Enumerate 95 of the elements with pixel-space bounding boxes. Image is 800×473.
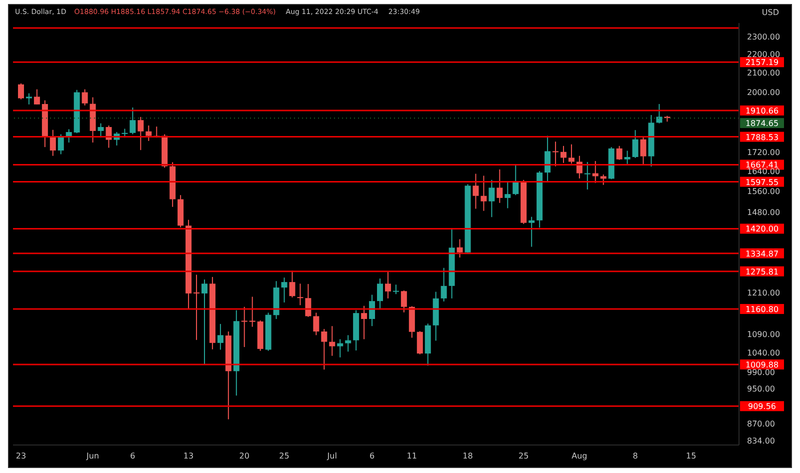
candlestick bbox=[321, 328, 328, 370]
candlestick bbox=[584, 161, 590, 190]
y-tick-label: 950.00 bbox=[747, 384, 775, 394]
x-tick-label: 20 bbox=[239, 452, 250, 461]
ref-line-label: 1334.87 bbox=[745, 249, 779, 258]
candlestick bbox=[297, 283, 304, 306]
candlestick bbox=[98, 122, 104, 138]
candlestick bbox=[106, 125, 112, 148]
candlestick bbox=[512, 164, 519, 196]
y-tick-label: 2300.00 bbox=[747, 32, 780, 42]
candlestick bbox=[576, 155, 582, 179]
y-tick-label: 2200.00 bbox=[747, 50, 780, 60]
candlestick bbox=[26, 92, 32, 105]
y-tick-label: 870.00 bbox=[747, 420, 775, 429]
ref-line-label: 909.56 bbox=[748, 402, 776, 412]
candlestick bbox=[201, 278, 208, 365]
y-tick-label: 1640.00 bbox=[747, 167, 780, 176]
y-axis-title: USD bbox=[762, 8, 779, 17]
x-tick-label: 25 bbox=[518, 452, 529, 461]
candlestick bbox=[472, 173, 479, 210]
y-tick-label: 1480.00 bbox=[747, 208, 780, 218]
candlestick bbox=[544, 135, 551, 182]
candlestick bbox=[146, 125, 152, 142]
y-tick-label: 1090.00 bbox=[747, 330, 780, 339]
x-tick-label: 6 bbox=[369, 452, 375, 461]
candlestick bbox=[616, 145, 622, 160]
candlestick bbox=[377, 278, 383, 310]
candlestick bbox=[504, 182, 511, 209]
candlestick bbox=[624, 150, 630, 164]
candlestick bbox=[456, 238, 463, 258]
y-tick-label: 990.00 bbox=[747, 368, 775, 378]
ref-line-label: 2157.19 bbox=[745, 58, 779, 68]
candlestick bbox=[440, 267, 447, 302]
y-tick-label: 1040.00 bbox=[747, 348, 780, 358]
candlestick bbox=[58, 134, 64, 155]
candlestick bbox=[369, 294, 376, 327]
candlestick bbox=[313, 312, 320, 336]
candlestick bbox=[345, 334, 352, 352]
candlestick bbox=[656, 104, 662, 124]
x-tick-label: 13 bbox=[183, 452, 194, 461]
candlestick bbox=[488, 179, 495, 218]
candlestick bbox=[241, 306, 248, 348]
candlestick bbox=[496, 168, 503, 204]
ref-line-label: 1597.55 bbox=[745, 178, 779, 187]
y-tick-label: 1210.00 bbox=[747, 288, 780, 298]
x-tick-label: 6 bbox=[130, 452, 136, 461]
x-tick-label: 15 bbox=[686, 452, 696, 461]
y-tick-label: 1720.00 bbox=[747, 148, 780, 158]
x-tick-label: 11 bbox=[406, 452, 417, 461]
candlestick bbox=[384, 270, 391, 299]
candlestick bbox=[528, 216, 535, 248]
candlestick bbox=[361, 305, 368, 340]
candlestick bbox=[480, 175, 487, 212]
candlestick bbox=[138, 116, 144, 151]
candlestick bbox=[82, 88, 88, 106]
candlestick bbox=[329, 326, 336, 356]
candlestick bbox=[305, 283, 312, 318]
ref-line-label: 1009.88 bbox=[745, 360, 779, 370]
x-tick-label: Aug bbox=[572, 452, 588, 461]
candlestick bbox=[560, 145, 566, 164]
y-tick-label: 834.00 bbox=[747, 436, 775, 446]
candlestick bbox=[34, 88, 40, 105]
ref-line-label: 1420.00 bbox=[745, 224, 779, 234]
ref-line-label: 1160.80 bbox=[745, 304, 779, 314]
x-tick-label: Jul bbox=[326, 452, 337, 461]
y-tick-label: 2100.00 bbox=[747, 68, 780, 78]
candlestick bbox=[552, 141, 559, 167]
x-tick-label: 8 bbox=[632, 452, 638, 461]
candlestick bbox=[18, 82, 24, 100]
candlestick bbox=[416, 330, 423, 355]
x-tick-label: Jun bbox=[86, 452, 100, 461]
ref-line-label: 1874.65 bbox=[745, 119, 779, 128]
candlestick bbox=[130, 107, 136, 135]
candlestick bbox=[600, 174, 606, 186]
candlestick bbox=[632, 130, 638, 158]
ref-line-label: 1788.53 bbox=[745, 132, 779, 142]
candlestick bbox=[249, 296, 256, 328]
candlestick bbox=[50, 129, 56, 156]
candlestick bbox=[337, 338, 344, 358]
candlestick bbox=[640, 136, 646, 165]
ref-line-label: 1910.66 bbox=[745, 106, 779, 116]
candlestick bbox=[289, 270, 296, 298]
x-tick-label: 18 bbox=[462, 452, 473, 461]
candlestick bbox=[392, 284, 399, 295]
y-tick-label: 2000.00 bbox=[747, 88, 780, 98]
candlestick bbox=[217, 323, 224, 350]
candlestick bbox=[194, 274, 200, 340]
candlestick bbox=[568, 144, 574, 164]
candlestick bbox=[400, 290, 407, 313]
candlestick bbox=[66, 128, 72, 144]
x-tick-label: 23 bbox=[16, 452, 26, 461]
ref-line-label: 1275.81 bbox=[745, 267, 779, 276]
y-tick-label: 1560.00 bbox=[747, 187, 780, 196]
x-tick-label: 25 bbox=[279, 452, 290, 461]
candlestick bbox=[281, 277, 288, 303]
